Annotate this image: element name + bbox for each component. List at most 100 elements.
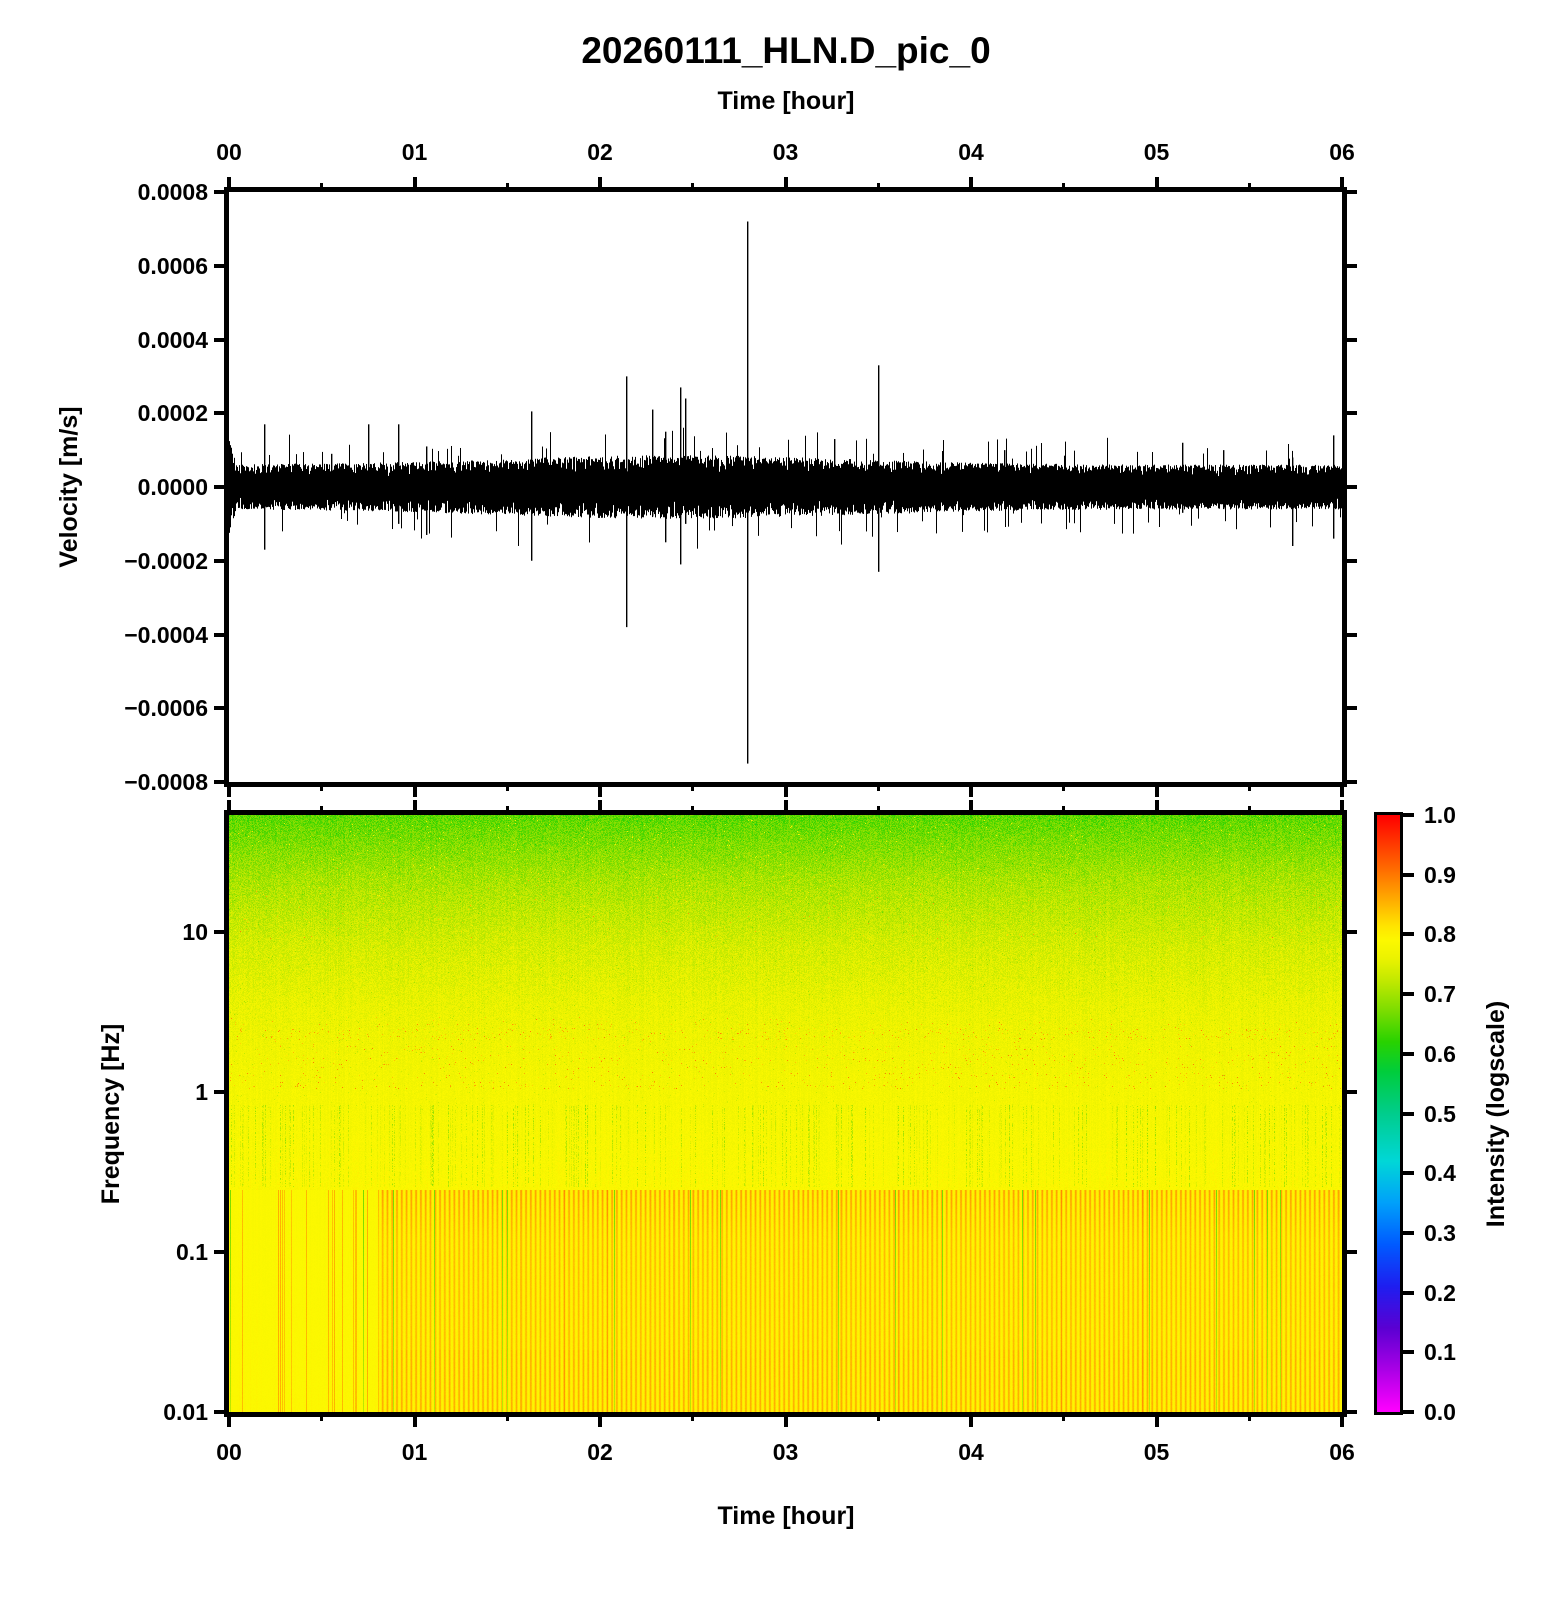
top-axis-hour-label: 03 [772, 139, 799, 165]
bottom-axis-hour-label: 06 [1329, 1439, 1355, 1465]
waveform-ytick-label: −0.0002 [124, 547, 208, 574]
waveform-left-tick [214, 780, 229, 784]
top-axis-hour-label: 00 [216, 139, 242, 165]
colorbar-tick-label: 0.6 [1424, 1040, 1456, 1067]
colorbar-tick-label: 0.7 [1424, 981, 1456, 1008]
colorbar-tick [1403, 1051, 1414, 1056]
spectrogram-top-minor-tick [1247, 806, 1251, 815]
top-axis-hour-label: 05 [1143, 139, 1170, 165]
waveform-right-tick [1342, 485, 1357, 489]
colorbar-tick-label: 0.0 [1424, 1399, 1456, 1425]
spectrogram-top-minor-tick [1062, 806, 1066, 815]
spectrogram-top-minor-tick [691, 806, 695, 815]
waveform-right-tick [1342, 706, 1357, 711]
spectrogram-bottom-minor-tick [505, 1412, 509, 1421]
spectrogram-top-minor-tick [320, 806, 324, 815]
spectrogram-bottom-major-tick [1340, 1412, 1344, 1427]
spectrogram-top-major-tick [598, 800, 602, 815]
waveform-bottom-major-tick [412, 782, 417, 797]
spectrogram-bottom-major-tick [783, 1412, 788, 1427]
spectrogram-bottom-minor-tick [320, 1412, 324, 1421]
colorbar-tick [1403, 932, 1414, 937]
spectrogram-bottom-major-tick [227, 1412, 231, 1427]
top-axis-major-tick [227, 177, 231, 192]
bottom-axis-hour-label: 04 [958, 1439, 984, 1465]
top-axis-major-tick [783, 177, 788, 192]
waveform-bottom-minor-tick [505, 782, 509, 791]
colorbar-tick-label: 0.5 [1424, 1100, 1456, 1127]
waveform-left-tick [214, 485, 229, 489]
spectrogram-bottom-minor-tick [1062, 1412, 1066, 1421]
spectrogram-right-tick [1342, 1410, 1357, 1414]
colorbar-tick [1403, 872, 1414, 877]
waveform-ytick-label: 0.0006 [137, 252, 208, 279]
top-axis-major-tick [1340, 177, 1344, 192]
waveform-right-tick [1342, 190, 1357, 194]
top-axis-minor-tick [1247, 183, 1251, 192]
spectrogram-top-major-tick [227, 800, 231, 815]
waveform-right-tick [1342, 780, 1357, 784]
spectrogram-left-tick [214, 1250, 229, 1254]
colorbar-tick-label: 1.0 [1424, 802, 1456, 828]
colorbar-tick [1403, 1410, 1414, 1414]
waveform-ytick-label: 0.0002 [137, 400, 208, 427]
waveform-right-tick [1342, 263, 1357, 268]
spectrogram-top-minor-tick [505, 806, 509, 815]
spectrogram-bottom-major-tick [969, 1412, 973, 1427]
waveform-left-tick [214, 558, 229, 563]
colorbar-title: Intensity (logscale) [1482, 1000, 1510, 1228]
spectrogram-top-major-tick [783, 800, 788, 815]
waveform-left-tick [214, 706, 229, 711]
colorbar-tick-label: 0.2 [1424, 1279, 1456, 1306]
bottom-axis-hour-label: 03 [772, 1439, 799, 1465]
waveform-bottom-minor-tick [691, 782, 695, 791]
waveform-bottom-minor-tick [876, 782, 880, 791]
waveform-ytick-label: 0.0004 [137, 326, 208, 353]
bottom-xaxis-title: Time [hour] [717, 1502, 855, 1530]
waveform-left-tick [214, 190, 229, 194]
spectrogram-top-major-tick [969, 800, 973, 815]
colorbar-tick [1403, 1111, 1414, 1116]
spectrogram-plot-canvas [229, 815, 1342, 1412]
top-axis-minor-tick [320, 183, 324, 192]
waveform-ytick-label: −0.0006 [124, 695, 208, 722]
spectrogram-left-tick [214, 1410, 229, 1414]
bottom-axis-hour-label: 05 [1143, 1439, 1170, 1465]
waveform-bottom-major-tick [1340, 782, 1344, 797]
waveform-plot-canvas [229, 192, 1342, 782]
colorbar-tick [1403, 813, 1414, 817]
top-axis-minor-tick [691, 183, 695, 192]
bottom-axis-hour-label: 02 [587, 1439, 613, 1465]
spectrogram-bottom-major-tick [598, 1412, 602, 1427]
spectrogram-top-major-tick [412, 800, 417, 815]
waveform-bottom-minor-tick [320, 782, 324, 791]
waveform-left-tick [214, 632, 229, 637]
spectrogram-top-major-tick [1154, 800, 1159, 815]
top-axis-minor-tick [876, 183, 880, 192]
waveform-ytick-label: 0.0000 [137, 474, 208, 500]
top-axis-minor-tick [1062, 183, 1066, 192]
colorbar-tick-label: 0.8 [1424, 921, 1456, 948]
colorbar-tick-label: 0.3 [1424, 1219, 1456, 1246]
colorbar-tick-label: 0.9 [1424, 861, 1456, 888]
colorbar-tick [1403, 1290, 1414, 1295]
waveform-ytick-label: −0.0008 [124, 769, 208, 795]
waveform-left-tick [214, 337, 229, 342]
top-axis-major-tick [412, 177, 417, 192]
spectrogram-ytick-label: 10 [182, 919, 208, 945]
waveform-left-tick [214, 411, 229, 416]
spectrogram-bottom-major-tick [1154, 1412, 1159, 1427]
top-axis-major-tick [1154, 177, 1159, 192]
spectrogram-top-major-tick [1340, 800, 1344, 815]
top-axis-hour-label: 06 [1329, 139, 1355, 165]
top-axis-major-tick [598, 177, 602, 192]
top-axis-major-tick [969, 177, 973, 192]
waveform-bottom-major-tick [227, 782, 231, 797]
spectrogram-bottom-minor-tick [1247, 1412, 1251, 1421]
spectrogram-ytick-label: 1 [195, 1079, 208, 1105]
colorbar-tick-label: 0.1 [1424, 1339, 1456, 1366]
top-axis-hour-label: 04 [958, 139, 984, 165]
colorbar-tick [1403, 1350, 1414, 1355]
colorbar-tick-label: 0.4 [1424, 1160, 1456, 1187]
